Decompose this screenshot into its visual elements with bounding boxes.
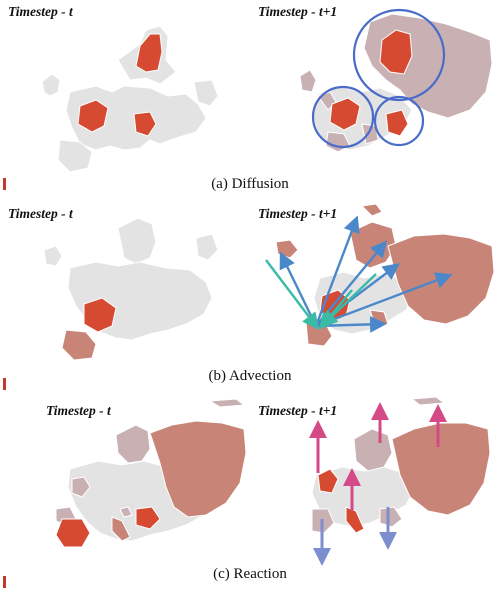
map-right-diffusion <box>299 13 493 153</box>
caption-reaction: (c) Reaction <box>213 566 287 582</box>
diffusion-maps <box>41 8 493 173</box>
timestep-t-label: Timestep - t <box>8 206 73 221</box>
reaction-maps <box>55 396 491 566</box>
map-left-advection-colored <box>61 297 117 361</box>
france-hot <box>83 297 117 333</box>
iberia-warm <box>61 329 97 361</box>
timestep-t1-label: Timestep - t+1 <box>258 206 338 221</box>
map-left-diffusion <box>41 25 219 173</box>
reaction-arrows <box>309 402 447 566</box>
corner-marker <box>3 378 6 390</box>
arrow-advection-7 <box>265 259 319 330</box>
france-hot <box>77 99 109 133</box>
diffusion-circle-west <box>311 85 375 149</box>
timestep-t1-label: Timestep - t+1 <box>258 4 338 19</box>
diffusion-circle-north <box>352 8 446 102</box>
finland-hot <box>135 33 163 73</box>
panel-diffusion: Timestep - t Timestep - t+1 <box>0 0 500 198</box>
arrow-advection-9 <box>320 273 377 328</box>
map-left-reaction <box>55 398 247 548</box>
map-left-diffusion-hot <box>77 33 163 137</box>
map-left-advection <box>43 217 219 341</box>
caption-diffusion: (a) Diffusion <box>211 176 289 192</box>
arrow-advection-2 <box>314 215 360 327</box>
panel-reaction: Timestep - t Timestep - t+1 <box>0 391 500 600</box>
timestep-t1-label: Timestep - t+1 <box>258 403 338 418</box>
corner-marker <box>3 576 6 588</box>
timestep-t-label: Timestep - t <box>46 403 111 418</box>
advection-arrows <box>265 215 453 333</box>
arrow-advection-1 <box>279 251 318 327</box>
timestep-t-label: Timestep - t <box>8 4 73 19</box>
advection-maps <box>43 203 495 361</box>
romania-hot <box>133 111 157 137</box>
corner-marker <box>3 178 6 190</box>
panel-advection: Timestep - t Timestep - t+1 <box>0 198 500 391</box>
diffusion-circle-east <box>373 95 425 147</box>
caption-advection: (b) Advection <box>208 368 292 384</box>
diffusion-circles <box>311 8 446 149</box>
map-right-reaction <box>311 396 491 534</box>
